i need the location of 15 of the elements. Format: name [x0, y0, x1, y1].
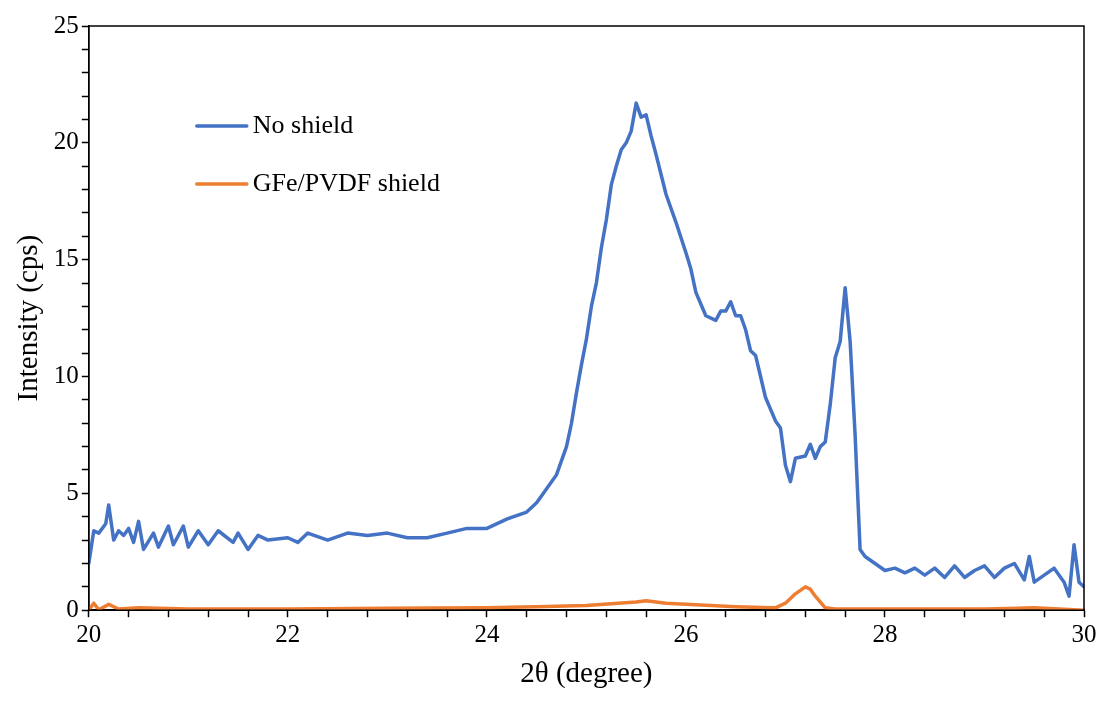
y-tick-label: 0: [66, 594, 79, 622]
y-tick-label: 20: [53, 127, 79, 155]
legend-label: GFe/PVDF shield: [252, 167, 440, 197]
y-tick-label: 5: [66, 477, 79, 505]
y-tick-label: 15: [53, 244, 79, 272]
x-tick-label: 28: [872, 619, 898, 647]
y-axis-title: Intensity (cps): [11, 234, 45, 402]
x-tick-label: 30: [1071, 619, 1097, 647]
x-tick-label: 24: [474, 619, 500, 647]
x-tick-label: 22: [275, 619, 301, 647]
x-axis-title: 2θ (degree): [520, 656, 653, 690]
y-tick-label: 25: [53, 10, 79, 38]
y-tick-label: 10: [53, 361, 79, 389]
x-tick-label: 26: [673, 619, 699, 647]
legend-label: No shield: [252, 109, 354, 139]
